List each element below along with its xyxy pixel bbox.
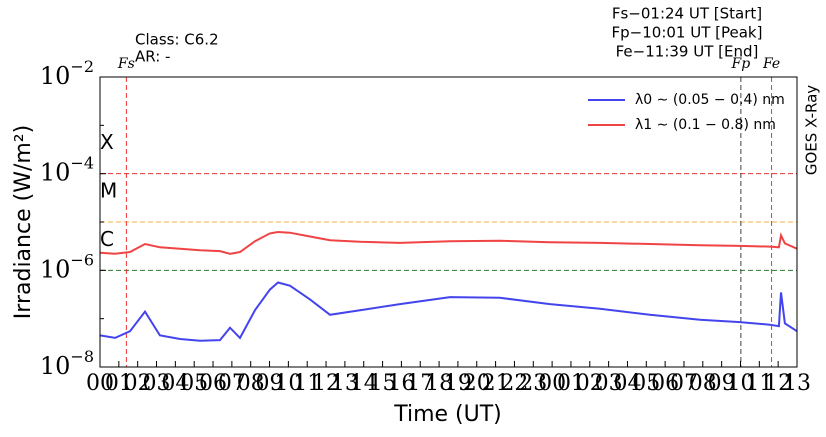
- x-tick-label: 12: [312, 371, 340, 396]
- x-tick-label: 11: [745, 371, 773, 396]
- event-line: Fp−10:01 UT [Peak]: [612, 24, 763, 42]
- x-tick-label: 06: [199, 371, 227, 396]
- level-label: C: [100, 227, 114, 251]
- x-tick-label: 18: [425, 371, 453, 396]
- x-tick-label: 17: [406, 371, 434, 396]
- level-label: X: [100, 130, 114, 154]
- series-line: [99, 281, 798, 342]
- x-tick-label: 01: [105, 371, 133, 396]
- x-tick-label: 11: [293, 371, 321, 396]
- x-tick-label: 10: [726, 371, 754, 396]
- x-tick-label: 02: [576, 371, 604, 396]
- annotation: Class: C6.2: [135, 31, 219, 49]
- x-tick-label: 05: [180, 371, 208, 396]
- event-line: Fe−11:39 UT [End]: [616, 43, 759, 61]
- x-tick-label: 22: [500, 371, 528, 396]
- x-tick-label: 02: [124, 371, 152, 396]
- x-tick-label: 16: [387, 371, 415, 396]
- y-tick-label: 10−6: [40, 250, 94, 283]
- x-tick-label: 13: [331, 371, 359, 396]
- x-tick-label: 01: [557, 371, 585, 396]
- x-tick-label: 12: [764, 371, 792, 396]
- x-tick-label: 04: [613, 371, 641, 396]
- annotation: AR: -: [135, 48, 170, 66]
- legend-label: λ1 ∼ (0.1 − 0.8) nm: [635, 117, 776, 133]
- x-tick-label: 05: [632, 371, 660, 396]
- marker-label: Fe: [762, 56, 780, 72]
- y-tick-label: 10−4: [40, 153, 94, 186]
- y-axis-label: Irradiance (W/m²): [11, 125, 36, 319]
- x-tick-label: 08: [689, 371, 717, 396]
- x-tick-label: 03: [595, 371, 623, 396]
- x-tick-label: 08: [237, 371, 265, 396]
- marker-label: Fs: [117, 56, 135, 72]
- event-line: Fs−01:24 UT [Start]: [612, 5, 762, 23]
- x-tick-label: 13: [783, 371, 811, 396]
- y-tick-label: 10−8: [40, 347, 94, 380]
- x-tick-label: 00: [86, 371, 114, 396]
- x-axis-label: Time (UT): [393, 402, 502, 427]
- x-tick-label: 00: [538, 371, 566, 396]
- x-tick-label: 23: [519, 371, 547, 396]
- x-tick-label: 06: [651, 371, 679, 396]
- x-tick-label: 15: [369, 371, 397, 396]
- legend-label: λ0 ∼ (0.05 − 0.4) nm: [635, 92, 785, 108]
- x-tick-label: 04: [161, 371, 189, 396]
- level-label: M: [100, 179, 117, 203]
- x-tick-label: 03: [143, 371, 171, 396]
- y-tick-label: 10−2: [40, 57, 94, 90]
- x-tick-label: 09: [708, 371, 736, 396]
- x-tick-label: 09: [256, 371, 284, 396]
- x-tick-label: 07: [218, 371, 246, 396]
- x-tick-label: 19: [444, 371, 472, 396]
- x-tick-label: 20: [463, 371, 491, 396]
- x-tick-label: 21: [482, 371, 510, 396]
- x-tick-label: 10: [274, 371, 302, 396]
- right-label: GOES X-Ray: [803, 85, 821, 175]
- series-line: [99, 230, 798, 255]
- x-tick-label: 07: [670, 371, 698, 396]
- marker-label: Fp: [731, 56, 751, 72]
- x-tick-label: 14: [350, 371, 378, 396]
